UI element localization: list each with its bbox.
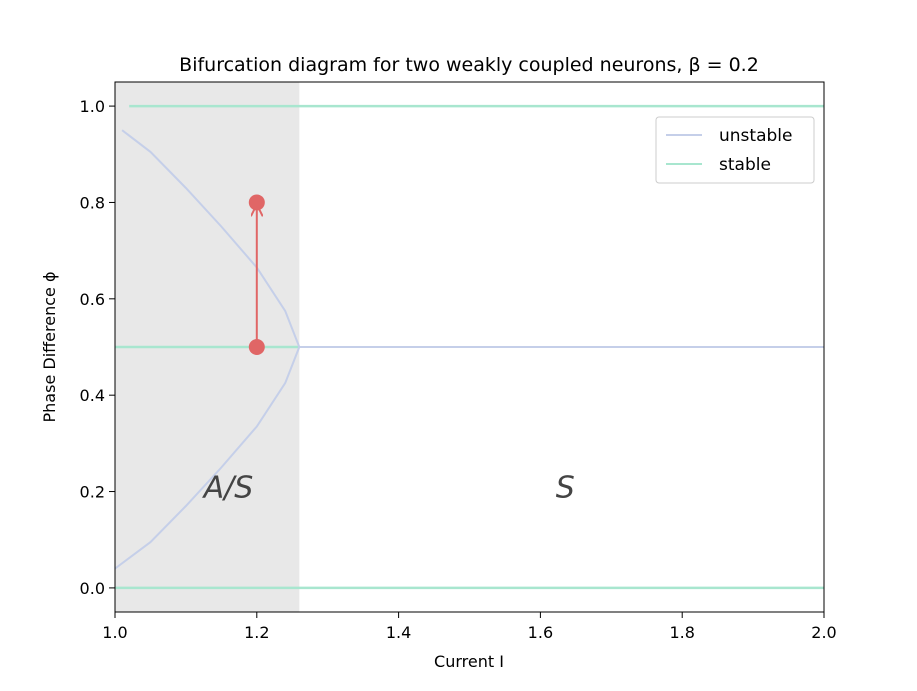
region-label: S <box>556 471 575 506</box>
x-tick-label: 1.0 <box>102 623 127 642</box>
x-tick-label: 1.2 <box>244 623 269 642</box>
x-tick-label: 1.6 <box>528 623 553 642</box>
legend-box <box>655 116 815 184</box>
legend: unstable stable <box>655 116 815 184</box>
legend-label-unstable: unstable <box>719 126 792 146</box>
y-tick-label: 0.2 <box>80 483 105 502</box>
legend-label-stable: stable <box>719 155 771 175</box>
y-tick-label: 0.6 <box>80 290 105 309</box>
x-tick-label: 2.0 <box>811 623 836 642</box>
unstable-curve <box>115 129 301 570</box>
x-tick-label: 1.8 <box>669 623 694 642</box>
annotation-end-point <box>248 194 265 211</box>
region-label: A/S <box>202 471 254 506</box>
y-tick-label: 0.8 <box>80 193 105 212</box>
y-tick-label: 0.0 <box>80 579 105 598</box>
plot-frame <box>114 81 825 613</box>
x-axis-label: Current I <box>434 652 504 671</box>
x-tick-label: 1.4 <box>386 623 411 642</box>
y-tick-label: 0.4 <box>80 386 105 405</box>
y-axis-label: Phase Difference ϕ <box>40 272 59 423</box>
annotation-start-point <box>248 339 265 355</box>
y-tick-label: 1.0 <box>80 97 105 116</box>
chart-title: Bifurcation diagram for two weakly coupl… <box>179 54 759 76</box>
